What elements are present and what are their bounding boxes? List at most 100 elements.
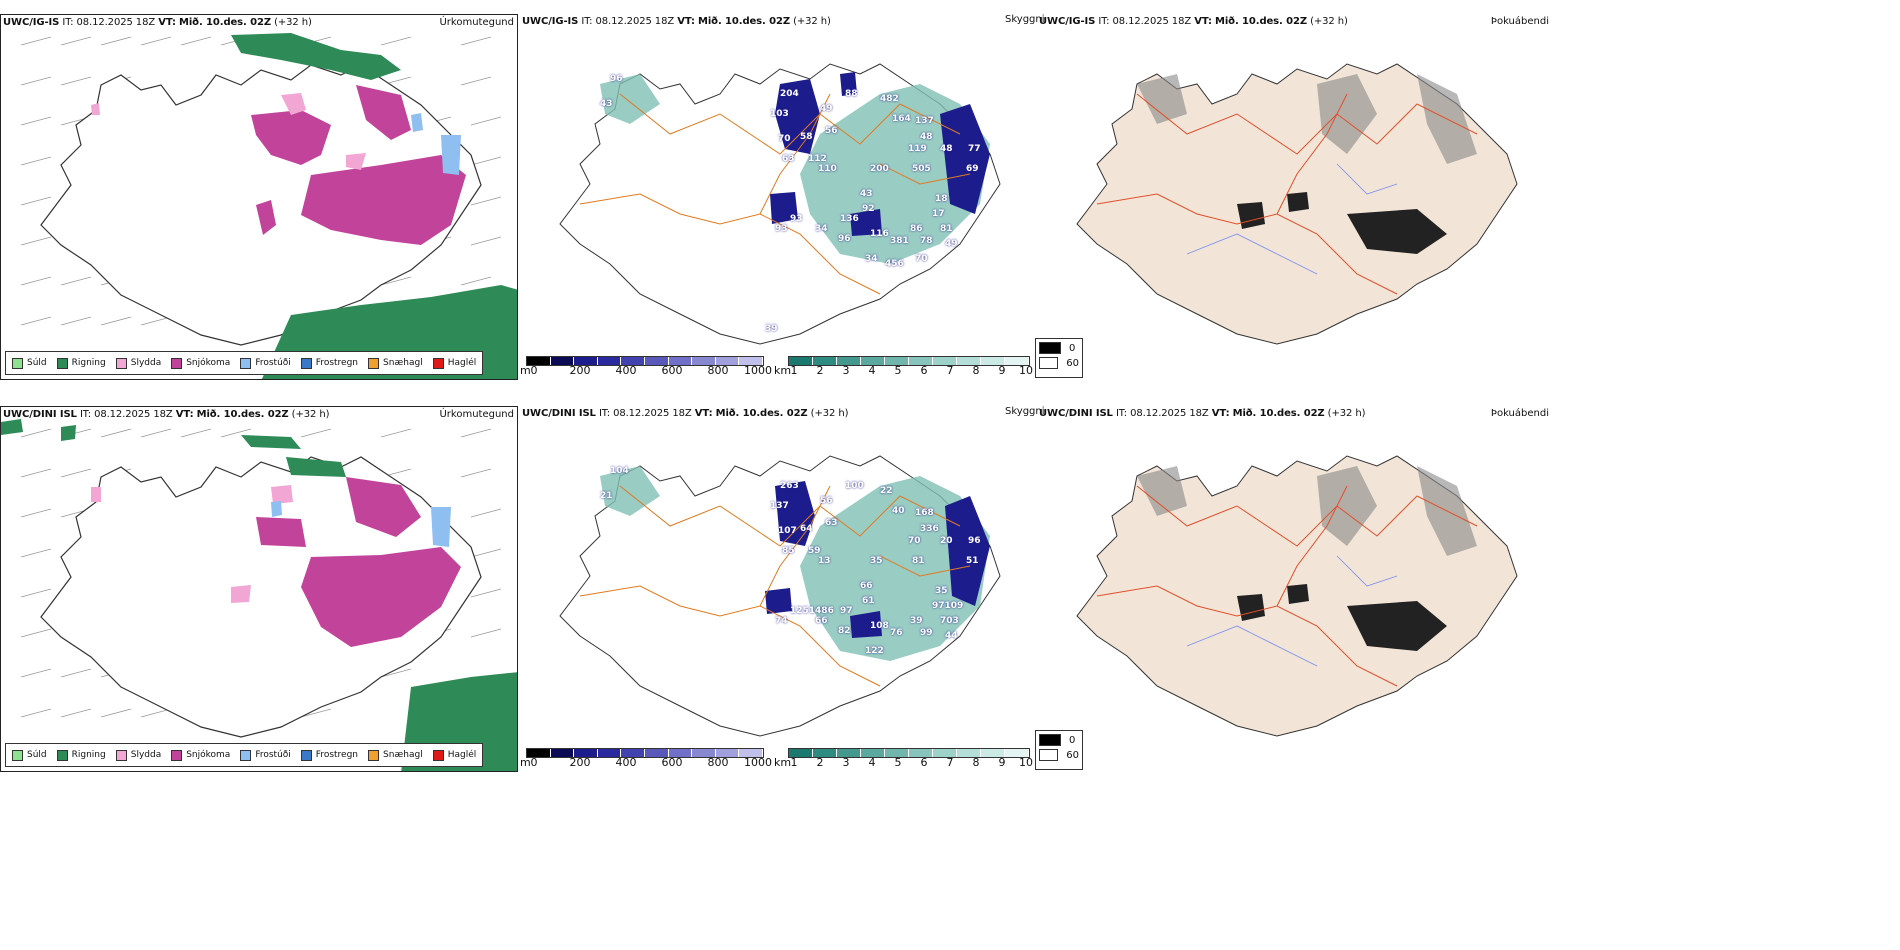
colorbar-tick: 1 — [790, 364, 798, 377]
colorbar-tick: 3 — [842, 364, 850, 377]
legend-label: Súld — [27, 750, 47, 760]
cloud-map-row2 — [559, 455, 1001, 737]
fog-panel-row2: UWC/DINI ISL IT: 08.12.2025 18Z VT: Mið.… — [1037, 406, 1552, 772]
colorbar-tick: 1 — [790, 756, 798, 769]
lead-time: (+32 h) — [1310, 16, 1348, 27]
fog-legend-box: 0 60 — [1035, 338, 1083, 378]
legend-item: Slydda — [115, 749, 161, 761]
precip-legend-row1: Súld Rigning Slydda Snjókoma Frostúði Fr… — [5, 351, 484, 375]
legend-swatch — [240, 357, 252, 369]
legend-label: Snjókoma — [186, 750, 231, 760]
valid-label: VT: — [677, 16, 695, 27]
colorbar-scale — [526, 748, 764, 758]
fog-legend-value: 0 — [1069, 342, 1076, 354]
legend-swatch — [368, 357, 380, 369]
row2-precip-header: UWC/DINI ISL IT: 08.12.2025 18Z VT: Mið.… — [3, 409, 330, 420]
legend-item: Rigning — [56, 749, 106, 761]
legend-label: Frostúði — [255, 750, 291, 760]
legend-swatch — [432, 357, 444, 369]
colorbar-tick: 4 — [868, 364, 876, 377]
valid-time: Mið. 10.des. 02Z — [715, 408, 808, 419]
valid-label: VT: — [158, 17, 176, 28]
init-label: IT: — [79, 409, 91, 420]
colorbar-tick: 3 — [842, 756, 850, 769]
colorbar-tick: 9 — [998, 364, 1006, 377]
legend-swatch — [115, 357, 127, 369]
legend-item: Frostregn — [300, 357, 358, 369]
legend-label: Slydda — [130, 358, 162, 368]
cloud-map-row1 — [559, 63, 1001, 345]
colorbar-tick: 8 — [972, 364, 980, 377]
init-label: IT: — [62, 17, 74, 28]
legend-label: Rigning — [71, 358, 106, 368]
legend-swatch — [115, 749, 127, 761]
init-label: IT: — [598, 408, 610, 419]
legend-item: Slydda — [115, 357, 162, 369]
colorbar-tick: 2 — [816, 756, 824, 769]
legend-item: Haglél — [432, 357, 476, 369]
row1-fog-header: UWC/IG-IS IT: 08.12.2025 18Z VT: Mið. 10… — [1039, 16, 1348, 27]
model-name: UWC/DINI ISL — [522, 408, 596, 419]
colorbar-tick: 5 — [894, 364, 902, 377]
legend-item: Frostregn — [300, 749, 359, 761]
colorbar-tick: 0 — [530, 364, 538, 377]
fog-swatch-light — [1039, 357, 1059, 369]
legend-swatch — [300, 749, 312, 761]
valid-time: Mið. 10.des. 02Z — [1215, 16, 1307, 27]
colorbar-tick: 0 — [530, 756, 538, 769]
lead-time: (+32 h) — [793, 16, 831, 27]
colorbar-tick: 10 — [1019, 364, 1033, 377]
valid-label: VT: — [694, 408, 713, 419]
init-label: IT: — [1098, 16, 1110, 27]
legend-item: Haglél — [432, 749, 476, 761]
valid-label: VT: — [1194, 16, 1212, 27]
fog-swatch-dark — [1039, 734, 1061, 746]
precip-panel-row1: UWC/IG-IS IT: 08.12.2025 18Z VT: Mið. 10… — [0, 14, 518, 380]
colorbar-unit: m — [520, 364, 531, 377]
row2-cloud-header: UWC/DINI ISL IT: 08.12.2025 18Z VT: Mið.… — [522, 408, 849, 419]
legend-swatch — [300, 357, 312, 369]
colorbar-unit: km — [774, 756, 792, 769]
colorbar-tick: 8 — [972, 756, 980, 769]
legend-label: Frostregn — [315, 750, 359, 760]
init-time: 08.12.2025 18Z — [1130, 408, 1209, 419]
colorbar-tick: 10 — [1019, 756, 1033, 769]
colorbar-tick: 200 — [569, 756, 591, 769]
legend-swatch — [432, 749, 444, 761]
fog-legend-value: 60 — [1066, 357, 1079, 369]
colorbar-tick: 6 — [920, 756, 928, 769]
init-time: 08.12.2025 18Z — [595, 16, 675, 27]
valid-label: VT: — [1211, 408, 1230, 419]
lead-time: (+32 h) — [810, 408, 849, 419]
legend-swatch — [240, 749, 252, 761]
model-name: UWC/IG-IS — [3, 17, 60, 28]
fog-legend-box: 0 60 — [1035, 730, 1083, 770]
precip-map-row2 — [1, 419, 517, 771]
row2-fog-header: UWC/DINI ISL IT: 08.12.2025 18Z VT: Mið.… — [1039, 408, 1366, 419]
init-time: 08.12.2025 18Z — [76, 17, 156, 28]
ceiling-colorbar: m 0 200 400 600 800 1000 — [520, 356, 772, 378]
legend-swatch — [171, 749, 183, 761]
precip-map-row1 — [20, 33, 517, 379]
model-name: UWC/IG-IS — [1039, 16, 1096, 27]
colorbar-tick: 1000 — [744, 756, 772, 769]
legend-item: Rigning — [56, 357, 106, 369]
fog-swatch-light — [1039, 749, 1059, 761]
fog-panel-row1: UWC/IG-IS IT: 08.12.2025 18Z VT: Mið. 10… — [1037, 14, 1552, 380]
init-time: 08.12.2025 18Z — [94, 409, 173, 420]
fog-legend-bottom: 60 — [1039, 749, 1079, 761]
fog-title: Þokuábendi — [1490, 16, 1549, 27]
valid-time: Mið. 10.des. 02Z — [1232, 408, 1325, 419]
precip-title: Úrkomutegund — [439, 17, 514, 28]
colorbar-scale — [788, 748, 1030, 758]
colorbar-tick: 600 — [661, 364, 683, 377]
precip-panel-row2: UWC/DINI ISL IT: 08.12.2025 18Z VT: Mið.… — [0, 406, 518, 772]
legend-swatch — [12, 357, 23, 369]
valid-time: Mið. 10.des. 02Z — [196, 409, 289, 420]
fog-legend-top: 0 — [1039, 734, 1079, 746]
legend-item: Súld — [12, 749, 47, 761]
colorbar-tick: 9 — [998, 756, 1006, 769]
legend-item: Snjókoma — [171, 357, 230, 369]
row1-precip-header: UWC/IG-IS IT: 08.12.2025 18Z VT: Mið. 10… — [3, 17, 312, 28]
fog-legend-bottom: 60 — [1039, 357, 1079, 369]
